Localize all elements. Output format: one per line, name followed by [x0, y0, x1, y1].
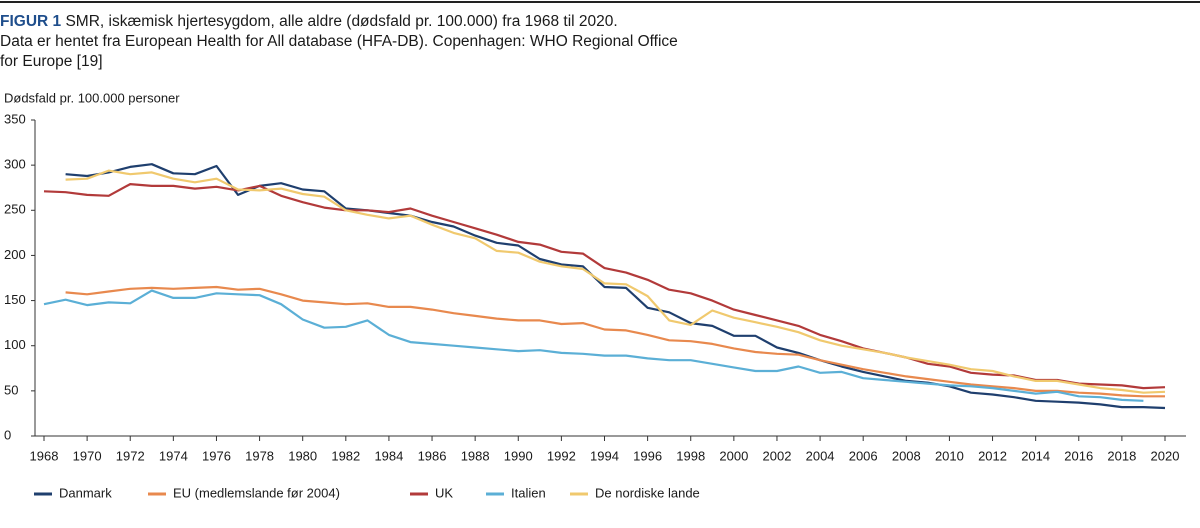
x-tick-label: 2000 [719, 448, 748, 463]
x-tick-label: 1994 [590, 448, 619, 463]
series-line [65, 163, 1166, 410]
x-tick-label: 1990 [504, 448, 533, 463]
x-tick-label: 1984 [374, 448, 403, 463]
x-tick-label: 2018 [1107, 448, 1136, 463]
legend-label: UK [435, 485, 453, 500]
chart-subtitle: Data er hentet fra European Health for A… [0, 33, 678, 70]
x-tick-label: 2012 [978, 448, 1007, 463]
legend-label: EU (medlemslande før 2004) [173, 485, 340, 500]
x-tick-label: 2020 [1151, 448, 1180, 463]
x-tick-label: 1968 [30, 448, 59, 463]
y-tick-label: 100 [4, 337, 26, 352]
x-tick-label: 2006 [849, 448, 878, 463]
top-rule [0, 1, 1200, 3]
x-tick-label: 1970 [73, 448, 102, 463]
x-tick-label: 1972 [116, 448, 145, 463]
legend-label: Danmark [59, 485, 112, 500]
series-line [65, 285, 1165, 398]
series-line [43, 183, 1166, 390]
x-tick-label: 2002 [763, 448, 792, 463]
x-tick-label: 2014 [1021, 448, 1050, 463]
x-tick-label: 1982 [331, 448, 360, 463]
x-tick-label: 1998 [676, 448, 705, 463]
x-tick-label: 1996 [633, 448, 662, 463]
legend-label: Italien [511, 485, 546, 500]
x-tick-label: 1978 [245, 448, 274, 463]
x-tick-label: 1976 [202, 448, 231, 463]
chart-title: SMR, iskæmisk hjertesygdom, alle aldre (… [65, 13, 618, 30]
x-tick-label: 1986 [418, 448, 447, 463]
y-tick-label: 250 [4, 202, 26, 217]
figure-label: FIGUR 1 [0, 13, 62, 30]
y-tick-label: 200 [4, 247, 26, 262]
y-tick-label: 50 [4, 382, 18, 397]
x-tick-label: 2016 [1064, 448, 1093, 463]
legend-label: De nordiske lande [595, 485, 700, 500]
series-line [65, 169, 1166, 394]
y-tick-label: 150 [4, 292, 26, 307]
y-tick-label: 350 [4, 111, 26, 126]
x-tick-label: 2008 [892, 448, 921, 463]
x-tick-label: 1988 [461, 448, 490, 463]
x-tick-label: 1974 [159, 448, 188, 463]
x-tick-label: 1992 [547, 448, 576, 463]
series-line [43, 289, 1144, 402]
x-tick-label: 2004 [806, 448, 835, 463]
y-tick-label: 0 [4, 427, 11, 442]
x-tick-label: 1980 [288, 448, 317, 463]
header: FIGUR 1 SMR, iskæmisk hjertesygdom, alle… [0, 12, 700, 72]
y-tick-label: 300 [4, 157, 26, 172]
x-tick-label: 2010 [935, 448, 964, 463]
y-axis-label: Dødsfald pr. 100.000 personer [4, 90, 180, 105]
